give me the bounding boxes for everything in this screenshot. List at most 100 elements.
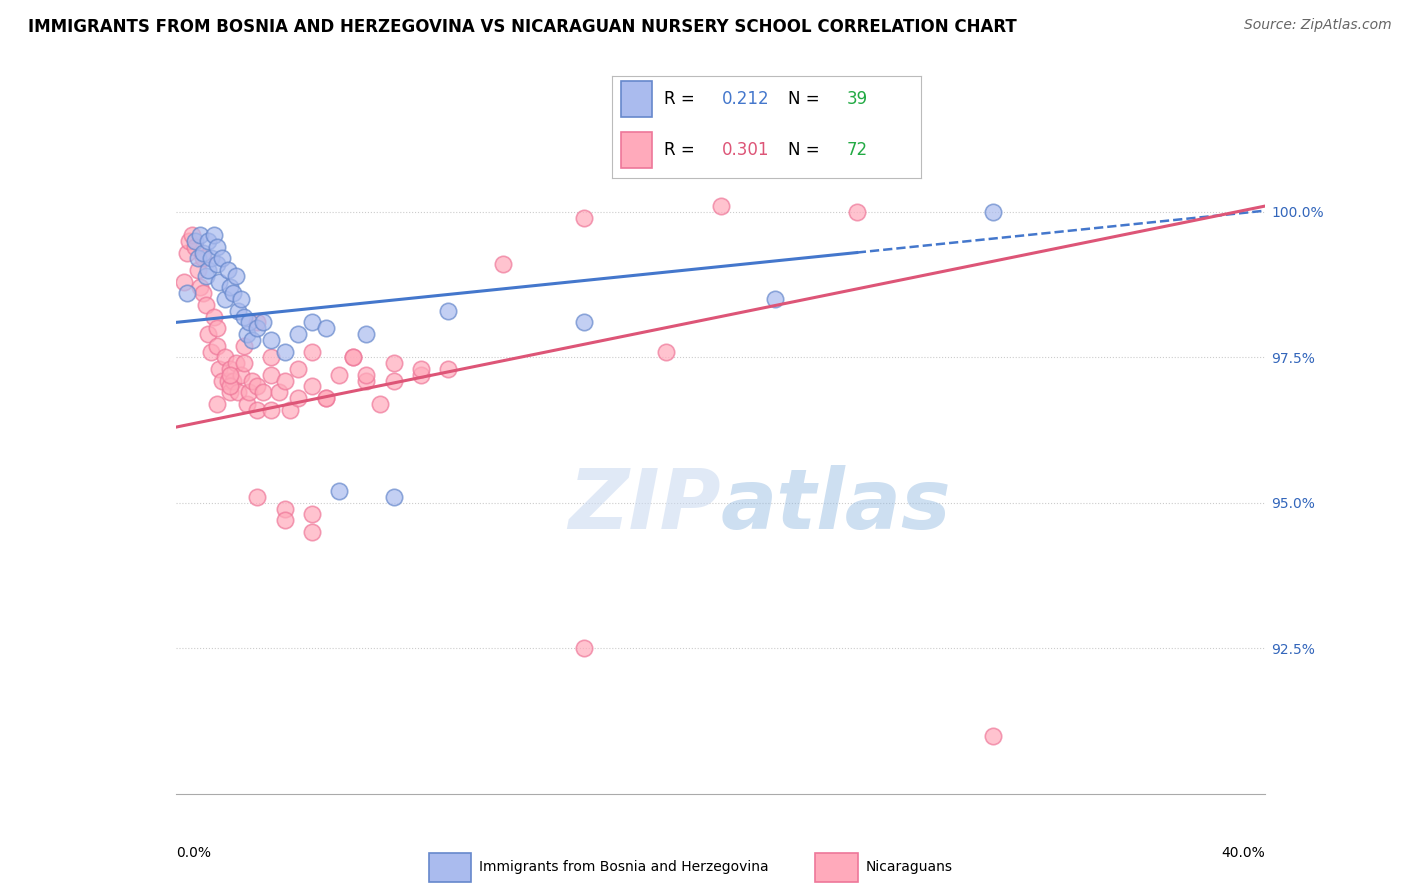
Point xyxy=(287,326,309,341)
Point xyxy=(179,234,201,248)
Point xyxy=(205,397,228,411)
Text: N =: N = xyxy=(787,141,825,159)
Point xyxy=(710,199,733,213)
Point xyxy=(219,379,242,393)
Point xyxy=(655,344,678,359)
Text: ZIP: ZIP xyxy=(568,465,721,546)
Point xyxy=(197,234,219,248)
Point xyxy=(437,362,460,376)
Point xyxy=(763,292,786,306)
Point xyxy=(219,362,242,376)
Point xyxy=(238,385,260,400)
Point xyxy=(197,326,219,341)
Point xyxy=(356,326,378,341)
Point xyxy=(382,356,405,370)
Point xyxy=(315,321,337,335)
Point xyxy=(205,257,228,271)
Point xyxy=(217,263,239,277)
Point xyxy=(301,315,323,329)
Point xyxy=(219,368,242,382)
Point xyxy=(231,368,253,382)
Point xyxy=(274,374,297,388)
Text: 0.212: 0.212 xyxy=(721,90,769,108)
Point xyxy=(235,397,257,411)
Point xyxy=(214,292,236,306)
Point xyxy=(252,315,274,329)
Point xyxy=(240,333,263,347)
Point xyxy=(382,374,405,388)
Point xyxy=(197,263,219,277)
Point xyxy=(194,298,217,312)
Point xyxy=(437,303,460,318)
Point xyxy=(205,339,228,353)
Point xyxy=(409,368,432,382)
Text: Source: ZipAtlas.com: Source: ZipAtlas.com xyxy=(1244,18,1392,32)
Point xyxy=(492,257,515,271)
Point xyxy=(382,490,405,504)
Point xyxy=(246,379,269,393)
Text: R =: R = xyxy=(664,90,700,108)
Point xyxy=(176,286,198,301)
Bar xyxy=(621,132,652,168)
Point xyxy=(222,286,245,301)
Point xyxy=(188,228,211,243)
Point xyxy=(238,315,260,329)
Point xyxy=(202,310,225,324)
Point xyxy=(981,729,1004,743)
Text: Immigrants from Bosnia and Herzegovina: Immigrants from Bosnia and Herzegovina xyxy=(479,861,769,874)
Point xyxy=(342,351,364,365)
Point xyxy=(191,286,214,301)
Text: 0.0%: 0.0% xyxy=(176,847,211,860)
Point xyxy=(981,204,1004,219)
Point xyxy=(269,385,291,400)
Bar xyxy=(815,854,858,881)
Point xyxy=(252,385,274,400)
Point xyxy=(219,280,242,294)
Point xyxy=(208,275,231,289)
Point xyxy=(574,641,596,656)
Point xyxy=(219,385,242,400)
Point xyxy=(278,402,301,417)
Point xyxy=(232,310,254,324)
Point xyxy=(217,374,239,388)
Text: N =: N = xyxy=(787,90,825,108)
Text: 39: 39 xyxy=(846,90,868,108)
Bar xyxy=(621,81,652,117)
Point xyxy=(184,240,207,254)
Point xyxy=(246,402,269,417)
Point xyxy=(246,315,269,329)
Point xyxy=(184,234,207,248)
Text: 72: 72 xyxy=(846,141,868,159)
Point xyxy=(228,303,250,318)
Point xyxy=(301,508,323,522)
Text: 0.301: 0.301 xyxy=(721,141,769,159)
Point xyxy=(845,204,868,219)
Point xyxy=(356,374,378,388)
Point xyxy=(232,339,254,353)
Point xyxy=(260,351,283,365)
Point xyxy=(228,385,250,400)
Point xyxy=(194,268,217,283)
Point xyxy=(191,252,214,266)
Point xyxy=(260,333,283,347)
Point xyxy=(208,362,231,376)
Point xyxy=(181,228,204,243)
Point xyxy=(315,391,337,405)
Text: Nicaraguans: Nicaraguans xyxy=(866,861,953,874)
Point xyxy=(205,321,228,335)
Point xyxy=(246,490,269,504)
Point xyxy=(574,211,596,225)
Point xyxy=(301,344,323,359)
Text: atlas: atlas xyxy=(721,465,952,546)
Point xyxy=(328,368,350,382)
Point xyxy=(409,362,432,376)
Text: 40.0%: 40.0% xyxy=(1222,847,1265,860)
Point xyxy=(274,513,297,527)
Point xyxy=(200,252,222,266)
Point xyxy=(186,252,209,266)
Point xyxy=(356,368,378,382)
Point xyxy=(225,268,247,283)
Point xyxy=(211,374,233,388)
Point xyxy=(200,344,222,359)
Point xyxy=(328,484,350,499)
